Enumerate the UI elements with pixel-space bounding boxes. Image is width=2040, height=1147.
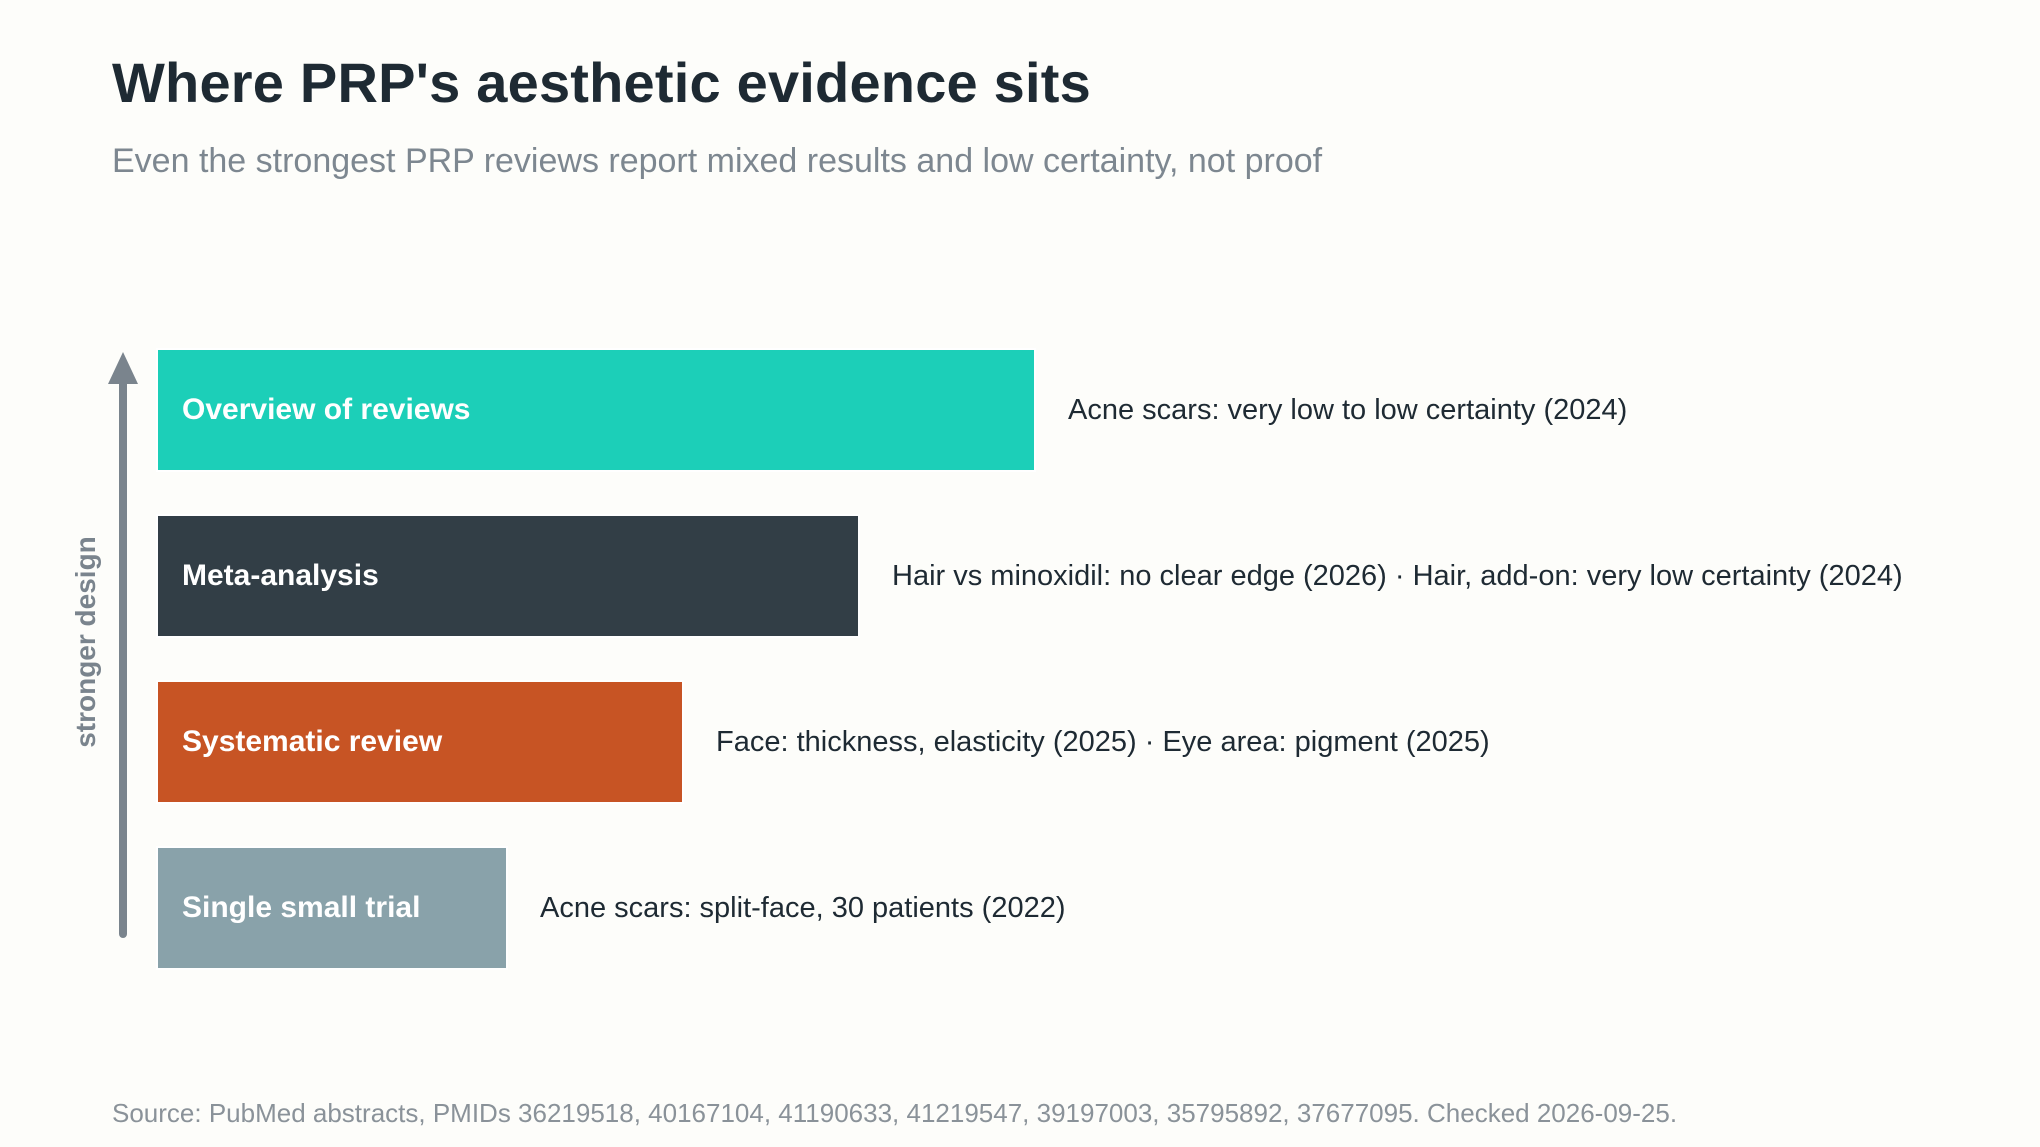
page-title: Where PRP's aesthetic evidence sits <box>112 51 1091 114</box>
axis-label: stronger design <box>70 536 101 748</box>
evidence-note-single-trial: Acne scars: split-face, 30 patients (202… <box>540 891 1066 924</box>
evidence-bar-meta-analysis: Meta-analysis <box>156 514 860 638</box>
evidence-note-overview: Acne scars: very low to low certainty (2… <box>1068 393 1628 426</box>
evidence-note-systematic-review: Face: thickness, elasticity (2025) · Eye… <box>716 725 1490 758</box>
axis-line <box>119 378 127 938</box>
axis-arrow-up-icon <box>108 352 138 384</box>
evidence-bar-single-trial: Single small trial <box>156 846 508 970</box>
evidence-note-meta-analysis: Hair vs minoxidil: no clear edge (2026) … <box>892 559 1903 592</box>
page-subtitle: Even the strongest PRP reviews report mi… <box>112 142 1323 180</box>
evidence-bar-systematic-review: Systematic review <box>156 680 684 804</box>
source-note: Source: PubMed abstracts, PMIDs 36219518… <box>112 1098 1678 1128</box>
bar-label: Meta-analysis <box>182 559 379 592</box>
bar-label: Overview of reviews <box>182 393 471 426</box>
evidence-bar-overview: Overview of reviews <box>156 348 1036 472</box>
bar-label: Single small trial <box>182 891 421 924</box>
bar-label: Systematic review <box>182 725 443 758</box>
